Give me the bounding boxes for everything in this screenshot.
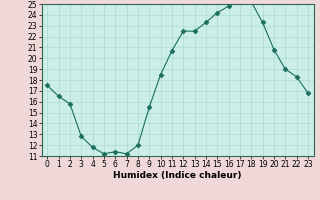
- X-axis label: Humidex (Indice chaleur): Humidex (Indice chaleur): [113, 171, 242, 180]
